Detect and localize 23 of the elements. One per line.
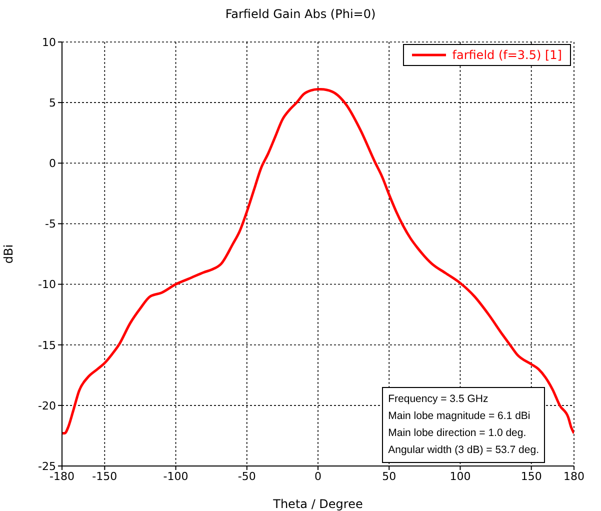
y-tick-label: 10 [42, 36, 56, 49]
y-tick-label: -5 [45, 218, 56, 231]
y-tick-label: 0 [49, 157, 56, 170]
legend-label: farfield (f=3.5) [1] [452, 48, 562, 62]
x-tick-label: 150 [520, 470, 542, 483]
x-tick-label: 100 [450, 470, 471, 483]
x-tick-label: -100 [163, 470, 188, 483]
x-tick-label: 180 [564, 470, 584, 483]
y-axis-title: dBi [1, 244, 16, 264]
y-tick-label: 5 [49, 96, 56, 110]
y-tick-label: -15 [38, 338, 56, 352]
annotation: Main lobe direction = 1.0 deg. [388, 426, 528, 441]
x-tick-label: 0 [314, 470, 322, 483]
y-tick-label: -20 [38, 399, 56, 412]
annotation: Frequency = 3.5 GHz [388, 392, 490, 407]
x-tick-label: 50 [382, 470, 396, 483]
annotation: Angular width (3 dB) = 53.7 deg. [388, 443, 539, 458]
chart-title: Farfield Gain Abs (Phi=0) [224, 7, 377, 21]
annotation: Main lobe magnitude = 6.1 dBi [388, 409, 532, 424]
y-tick-label: -10 [38, 278, 56, 292]
x-tick-label: -50 [238, 470, 256, 483]
x-tick-label: -150 [92, 470, 118, 483]
x-axis-title: Theta / Degree [272, 497, 363, 511]
